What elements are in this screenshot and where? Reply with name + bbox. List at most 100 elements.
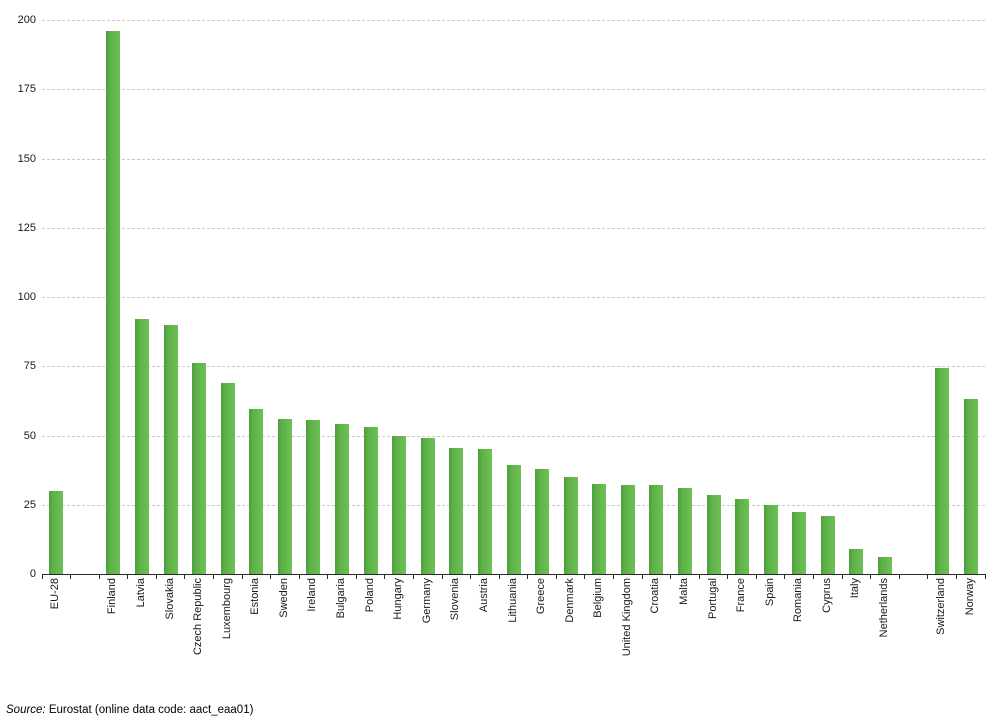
x-axis-label: United Kingdom xyxy=(620,578,633,657)
gridline xyxy=(42,435,985,437)
bar-malta xyxy=(677,488,692,574)
x-axis-label: EU-28 xyxy=(49,578,62,610)
bar-united-kingdom xyxy=(620,485,635,574)
bar-croatia xyxy=(649,485,664,574)
x-axis-tick xyxy=(841,575,843,579)
x-axis-label: Malta xyxy=(677,578,690,605)
x-axis-label: France xyxy=(735,578,748,613)
source-text: Eurostat (online data code: aact_eaa01) xyxy=(48,704,254,716)
x-axis-label: Lithuania xyxy=(506,578,519,623)
x-axis-label: Slovenia xyxy=(449,578,462,621)
x-axis-label: Finland xyxy=(106,578,119,615)
bar-portugal xyxy=(706,495,721,574)
bar-ireland xyxy=(306,420,321,574)
bar-eu-28 xyxy=(49,490,64,574)
x-axis-tick xyxy=(555,575,557,579)
x-axis-label: Hungary xyxy=(392,578,405,620)
y-axis-label: 0 xyxy=(29,568,36,580)
x-axis-label: Netherlands xyxy=(877,578,890,638)
y-axis-label: 75 xyxy=(23,360,36,373)
y-axis-label: 150 xyxy=(17,152,36,165)
x-axis-tick xyxy=(613,575,614,579)
x-axis-tick xyxy=(898,575,900,579)
y-axis-label: 200 xyxy=(17,14,36,26)
bar-luxembourg xyxy=(220,382,235,574)
bar-cyprus xyxy=(820,515,835,574)
x-axis-tick xyxy=(41,575,43,579)
gridline xyxy=(42,227,985,229)
x-axis-tick xyxy=(870,575,872,579)
x-axis-label: Bulgaria xyxy=(335,578,348,619)
x-axis-label: Italy xyxy=(849,578,862,599)
x-axis-label: Greece xyxy=(535,578,548,615)
bar-belgium xyxy=(592,483,607,574)
bar-slovenia xyxy=(449,447,464,574)
bar-greece xyxy=(535,468,550,574)
x-axis-tick xyxy=(327,575,329,579)
gridline xyxy=(42,158,985,160)
bar-bulgaria xyxy=(335,424,350,574)
y-axis-label: 125 xyxy=(17,221,36,234)
x-axis-tick xyxy=(412,575,414,579)
x-axis-tick xyxy=(155,575,157,579)
gridline xyxy=(42,366,985,368)
x-axis-tick xyxy=(241,575,243,579)
bar-poland xyxy=(363,427,378,574)
x-axis-tick xyxy=(527,575,529,579)
x-axis-label: Estonia xyxy=(249,578,262,615)
x-axis-tick xyxy=(755,575,757,579)
x-axis-tick xyxy=(641,575,643,579)
source-note: Source: Eurostat (online data code: aact… xyxy=(6,703,253,717)
x-axis-label: Denmark xyxy=(563,578,576,623)
x-axis-tick xyxy=(584,575,586,579)
bar-sweden xyxy=(277,418,292,574)
bar-hungary xyxy=(392,435,407,574)
x-axis-tick xyxy=(784,575,786,579)
bar-denmark xyxy=(563,477,578,574)
x-axis-label: Luxembourg xyxy=(220,578,233,640)
x-axis-tick xyxy=(298,575,300,579)
x-axis-tick xyxy=(813,575,815,579)
x-axis-label: Cyprus xyxy=(820,578,833,613)
y-axis-label: 100 xyxy=(17,291,36,303)
x-axis-label: Ireland xyxy=(306,578,319,612)
gridline xyxy=(42,297,985,298)
x-axis-tick xyxy=(441,575,443,579)
bar-slovakia xyxy=(163,324,178,574)
x-axis-tick xyxy=(927,575,929,579)
x-axis-tick xyxy=(270,575,272,579)
bar-latvia xyxy=(135,319,149,574)
y-axis-label: 175 xyxy=(17,83,36,96)
x-axis-label: Switzerland xyxy=(935,578,948,635)
x-axis-tick xyxy=(955,575,957,579)
x-axis-label: Poland xyxy=(363,578,376,613)
bar-estonia xyxy=(249,409,264,574)
x-axis-label: Austria xyxy=(477,578,490,613)
bar-finland xyxy=(106,31,121,574)
x-axis-tick xyxy=(127,575,129,579)
gridline xyxy=(42,89,985,91)
gridline xyxy=(42,20,985,21)
bar-lithuania xyxy=(506,464,521,574)
x-axis-label: Belgium xyxy=(592,578,605,618)
x-axis-label: Germany xyxy=(420,578,433,624)
bar-france xyxy=(735,499,750,574)
x-axis-tick xyxy=(727,575,729,579)
bar-romania xyxy=(792,511,807,574)
x-axis-label: Croatia xyxy=(649,578,662,614)
x-axis-tick xyxy=(70,575,72,579)
x-axis-tick xyxy=(470,575,472,579)
x-axis-tick xyxy=(984,575,986,579)
x-axis-label: Portugal xyxy=(706,578,719,619)
x-axis-tick xyxy=(698,575,700,579)
x-axis-tick xyxy=(355,575,357,579)
y-axis-label: 50 xyxy=(23,429,36,442)
bar-spain xyxy=(763,504,778,574)
source-label: Source: xyxy=(6,704,46,716)
y-axis-label: 25 xyxy=(23,498,36,511)
bar-italy xyxy=(849,549,864,574)
x-axis-tick xyxy=(212,575,214,579)
x-axis-label: Romania xyxy=(792,578,805,623)
